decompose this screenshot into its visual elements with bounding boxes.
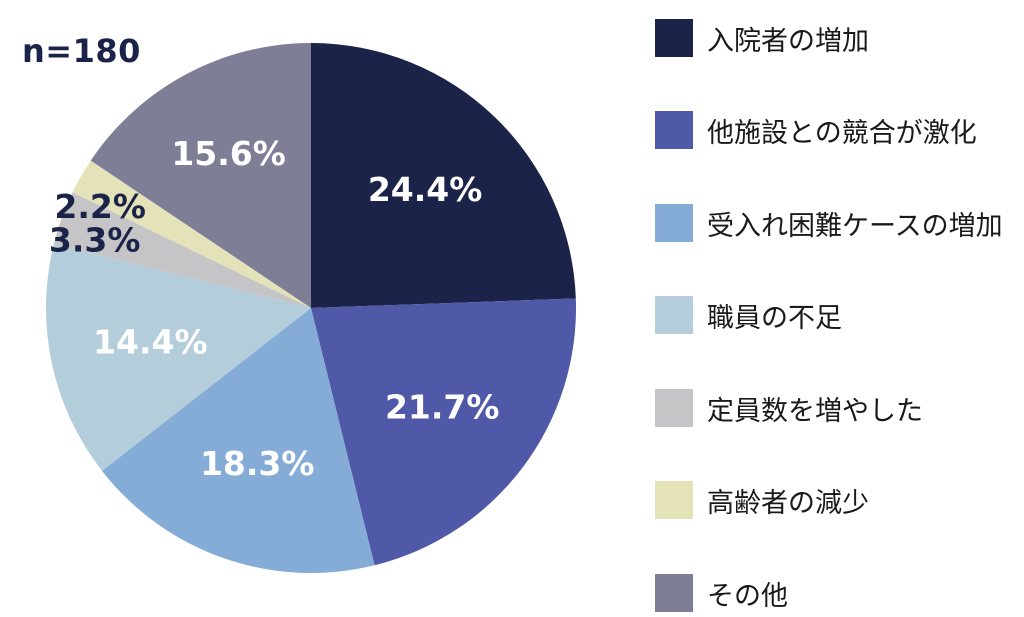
sample-size-label: n=180 bbox=[22, 32, 141, 70]
legend-label: 高齢者の減少 bbox=[707, 487, 869, 519]
pie-slice-0 bbox=[311, 43, 576, 308]
legend-swatch bbox=[655, 111, 693, 149]
legend-label: 入院者の増加 bbox=[707, 25, 869, 57]
pie-slice-4 bbox=[53, 192, 311, 308]
legend-label: 他施設との競合が激化 bbox=[707, 117, 977, 149]
legend-item-6: その他 bbox=[655, 573, 788, 613]
slice-value-label-0: 24.4% bbox=[368, 170, 483, 209]
pie-slice-3 bbox=[45, 244, 311, 471]
legend-swatch bbox=[655, 574, 693, 612]
slice-value-label-5: 2.2% bbox=[54, 187, 146, 226]
slice-value-label-4: 3.3% bbox=[49, 221, 141, 260]
legend-swatch bbox=[655, 204, 693, 242]
legend-label: 受入れ困難ケースの増加 bbox=[707, 210, 1003, 242]
slice-value-label-6: 15.6% bbox=[171, 134, 286, 173]
pie-slice-5 bbox=[72, 160, 311, 308]
legend-item-1: 他施設との競合が激化 bbox=[655, 110, 977, 150]
pie-slice-1 bbox=[311, 298, 577, 566]
pie-slice-6 bbox=[90, 43, 311, 308]
slice-value-label-3: 14.4% bbox=[93, 323, 208, 362]
pie-chart: 24.4% 21.7% 18.3% 14.4% 3.3%2.2% 15.6% bbox=[45, 43, 577, 574]
legend-item-4: 定員数を増やした bbox=[655, 388, 923, 428]
legend-item-0: 入院者の増加 bbox=[655, 18, 869, 58]
legend-label: 定員数を増やした bbox=[707, 395, 923, 427]
legend-swatch bbox=[655, 296, 693, 334]
legend-label: 職員の不足 bbox=[707, 302, 842, 334]
legend-item-3: 職員の不足 bbox=[655, 295, 842, 335]
legend-swatch bbox=[655, 19, 693, 57]
legend-item-2: 受入れ困難ケースの増加 bbox=[655, 203, 1003, 243]
legend-item-5: 高齢者の減少 bbox=[655, 480, 869, 520]
legend-swatch bbox=[655, 481, 693, 519]
legend-swatch bbox=[655, 389, 693, 427]
slice-value-label-1: 21.7% bbox=[385, 387, 500, 426]
slice-value-label-2: 18.3% bbox=[200, 444, 315, 483]
legend-label: その他 bbox=[707, 580, 788, 612]
pie-slice-2 bbox=[101, 308, 375, 574]
